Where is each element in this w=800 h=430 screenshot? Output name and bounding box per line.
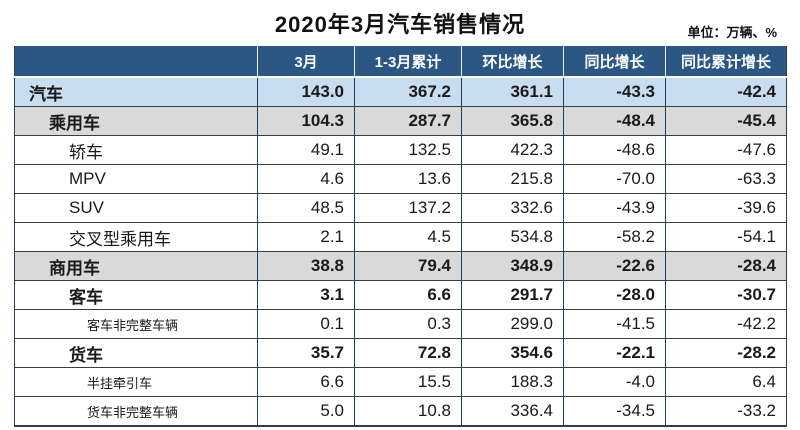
row-label-cell: 轿车 (14, 135, 258, 165)
value-cell: 188.3 (461, 367, 564, 397)
value-cell: -33.2 (665, 396, 787, 427)
value-cell: 348.9 (461, 251, 564, 281)
value-cell: 0.1 (257, 309, 355, 339)
value-cell: 3.1 (257, 280, 355, 310)
value-cell: -42.2 (665, 309, 787, 339)
row-label-cell: 半挂牵引车 (14, 367, 258, 397)
value-cell: 0.3 (354, 309, 462, 339)
table-row: 乘用车 104.3 287.7 365.8 -48.4 -45.4 (14, 106, 787, 136)
value-cell: 534.8 (461, 222, 564, 252)
table-row: 半挂牵引车 6.6 15.5 188.3 -4.0 6.4 (14, 367, 787, 397)
row-label-cell: MPV (14, 164, 258, 194)
row-label-cell: 客车 (14, 280, 258, 310)
table-row: 商用车 38.8 79.4 348.9 -22.6 -28.4 (14, 251, 787, 281)
value-cell: 291.7 (461, 280, 564, 310)
table-row: 货车 35.7 72.8 354.6 -22.1 -28.2 (14, 338, 787, 368)
value-cell: 354.6 (461, 338, 564, 368)
value-cell: 6.6 (354, 280, 462, 310)
value-cell: -39.6 (665, 193, 787, 223)
row-label-cell: 商用车 (14, 251, 258, 281)
table-body: 汽车 143.0 367.2 361.1 -43.3 -42.4 乘用车 104.3 287.7… (14, 77, 787, 427)
page-title: 2020年3月汽车销售情况 (274, 12, 526, 37)
row-label-cell: 汽车 (14, 77, 258, 107)
value-cell: -30.7 (665, 280, 787, 310)
value-cell: -48.4 (563, 106, 666, 136)
value-cell: -42.4 (665, 77, 787, 107)
value-cell: -43.3 (563, 77, 666, 107)
row-label-cell: 乘用车 (14, 106, 258, 136)
table-row: 交叉型乘用车 2.1 4.5 534.8 -58.2 -54.1 (14, 222, 787, 252)
value-cell: 4.6 (257, 164, 355, 194)
value-cell: -45.4 (665, 106, 787, 136)
value-cell: 137.2 (354, 193, 462, 223)
row-label-cell: 客车非完整车辆 (14, 309, 258, 339)
column-header: 同比累计增长 (665, 46, 787, 78)
value-cell: 35.7 (257, 338, 355, 368)
row-label-cell: 货车非完整车辆 (14, 396, 258, 427)
header-row: 3月 1-3月累计 环比增长 同比增长 同比累计增长 (14, 46, 787, 78)
table-row: 客车非完整车辆 0.1 0.3 299.0 -41.5 -42.2 (14, 309, 787, 339)
value-cell: -48.6 (563, 135, 666, 165)
value-cell: -58.2 (563, 222, 666, 252)
value-cell: -41.5 (563, 309, 666, 339)
table-row: SUV 48.5 137.2 332.6 -43.9 -39.6 (14, 193, 787, 223)
value-cell: 49.1 (257, 135, 355, 165)
value-cell: 332.6 (461, 193, 564, 223)
value-cell: -70.0 (563, 164, 666, 194)
value-cell: 79.4 (354, 251, 462, 281)
value-cell: 10.8 (354, 396, 462, 427)
value-cell: -22.6 (563, 251, 666, 281)
value-cell: -43.9 (563, 193, 666, 223)
value-cell: 13.6 (354, 164, 462, 194)
value-cell: -54.1 (665, 222, 787, 252)
value-cell: 38.8 (257, 251, 355, 281)
table-row: 货车非完整车辆 5.0 10.8 336.4 -34.5 -33.2 (14, 396, 787, 427)
table-row: 客车 3.1 6.6 291.7 -28.0 -30.7 (14, 280, 787, 310)
value-cell: -63.3 (665, 164, 787, 194)
column-header: 环比增长 (461, 46, 564, 78)
value-cell: -28.0 (563, 280, 666, 310)
value-cell: 215.8 (461, 164, 564, 194)
value-cell: 422.3 (461, 135, 564, 165)
column-header: 1-3月累计 (354, 46, 462, 78)
value-cell: 48.5 (257, 193, 355, 223)
value-cell: 6.6 (257, 367, 355, 397)
value-cell: -28.2 (665, 338, 787, 368)
value-cell: 361.1 (461, 77, 564, 107)
value-cell: -4.0 (563, 367, 666, 397)
unit-note: 单位：万辆、% (687, 25, 777, 40)
value-cell: 5.0 (257, 396, 355, 427)
value-cell: 15.5 (354, 367, 462, 397)
value-cell: 143.0 (257, 77, 355, 107)
value-cell: 4.5 (354, 222, 462, 252)
row-label-cell: 货车 (14, 338, 258, 368)
value-cell: 132.5 (354, 135, 462, 165)
table-header: 3月 1-3月累计 环比增长 同比增长 同比累计增长 (14, 46, 787, 78)
value-cell: -47.6 (665, 135, 787, 165)
value-cell: 299.0 (461, 309, 564, 339)
value-cell: -28.4 (665, 251, 787, 281)
value-cell: 365.8 (461, 106, 564, 136)
column-header: 3月 (257, 46, 355, 78)
value-cell: 367.2 (354, 77, 462, 107)
sales-table: 3月 1-3月累计 环比增长 同比增长 同比累计增长 汽车 143.0 367.2 361.1… (14, 46, 787, 427)
value-cell: 336.4 (461, 396, 564, 427)
table-row: 轿车 49.1 132.5 422.3 -48.6 -47.6 (14, 135, 787, 165)
column-header-blank (14, 46, 258, 78)
table-row: 汽车 143.0 367.2 361.1 -43.3 -42.4 (14, 77, 787, 107)
table-row: MPV 4.6 13.6 215.8 -70.0 -63.3 (14, 164, 787, 194)
value-cell: 104.3 (257, 106, 355, 136)
value-cell: -34.5 (563, 396, 666, 427)
row-label-cell: 交叉型乘用车 (14, 222, 258, 252)
value-cell: 287.7 (354, 106, 462, 136)
column-header: 同比增长 (563, 46, 666, 78)
value-cell: 72.8 (354, 338, 462, 368)
value-cell: -22.1 (563, 338, 666, 368)
value-cell: 6.4 (665, 367, 787, 397)
row-label-cell: SUV (14, 193, 258, 223)
value-cell: 2.1 (257, 222, 355, 252)
